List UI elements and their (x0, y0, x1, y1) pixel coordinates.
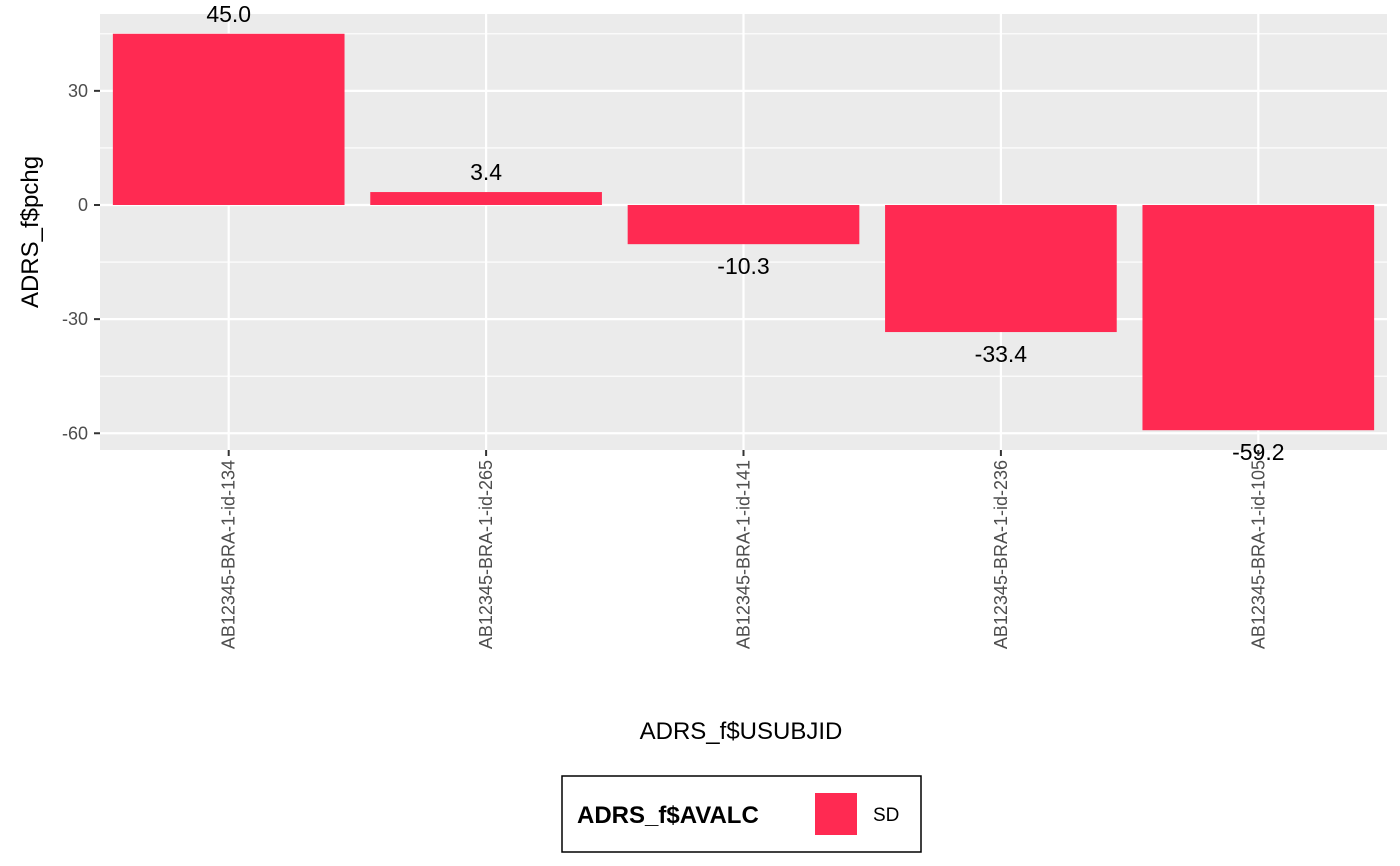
x-axis: AB12345-BRA-1-id-134 AB12345-BRA-1-id-265… (219, 450, 1268, 649)
bar (370, 192, 602, 205)
bar (112, 33, 345, 205)
bar-value-label: -33.4 (975, 341, 1028, 367)
x-tick-label: AB12345-BRA-1-id-105 (1248, 460, 1268, 649)
x-tick-label: AB12345-BRA-1-id-134 (219, 460, 239, 649)
x-tick-label: AB12345-BRA-1-id-265 (476, 460, 496, 649)
y-tick-label: -30 (62, 309, 88, 329)
x-tick-label: AB12345-BRA-1-id-236 (991, 460, 1011, 649)
legend-box (561, 775, 922, 853)
bar-value-label: 45.0 (206, 1, 251, 27)
y-tick-label: 0 (78, 195, 88, 215)
legend-title: ADRS_f$AVALC (577, 802, 759, 829)
bar-value-label: 3.4 (470, 159, 502, 185)
bar (885, 204, 1117, 333)
legend-key-sd (815, 793, 857, 835)
x-tick-label: AB12345-BRA-1-id-141 (734, 460, 754, 649)
y-tick-label: -60 (62, 423, 88, 443)
bar-value-label: -10.3 (717, 253, 769, 279)
bar (1142, 204, 1375, 431)
y-axis-title: ADRS_f$pchg (17, 156, 44, 308)
legend-label-sd: SD (873, 805, 899, 826)
bar-labels: 45.03.4-10.3-33.4-59.2 (206, 1, 1284, 465)
bar (627, 204, 860, 245)
legend: ADRS_f$AVALC SD (561, 775, 922, 853)
x-axis-title: ADRS_f$USUBJID (640, 718, 843, 745)
y-axis: 30 0 -30 -60 (62, 81, 100, 443)
y-tick-label: 30 (68, 81, 88, 101)
bars (112, 33, 1375, 431)
